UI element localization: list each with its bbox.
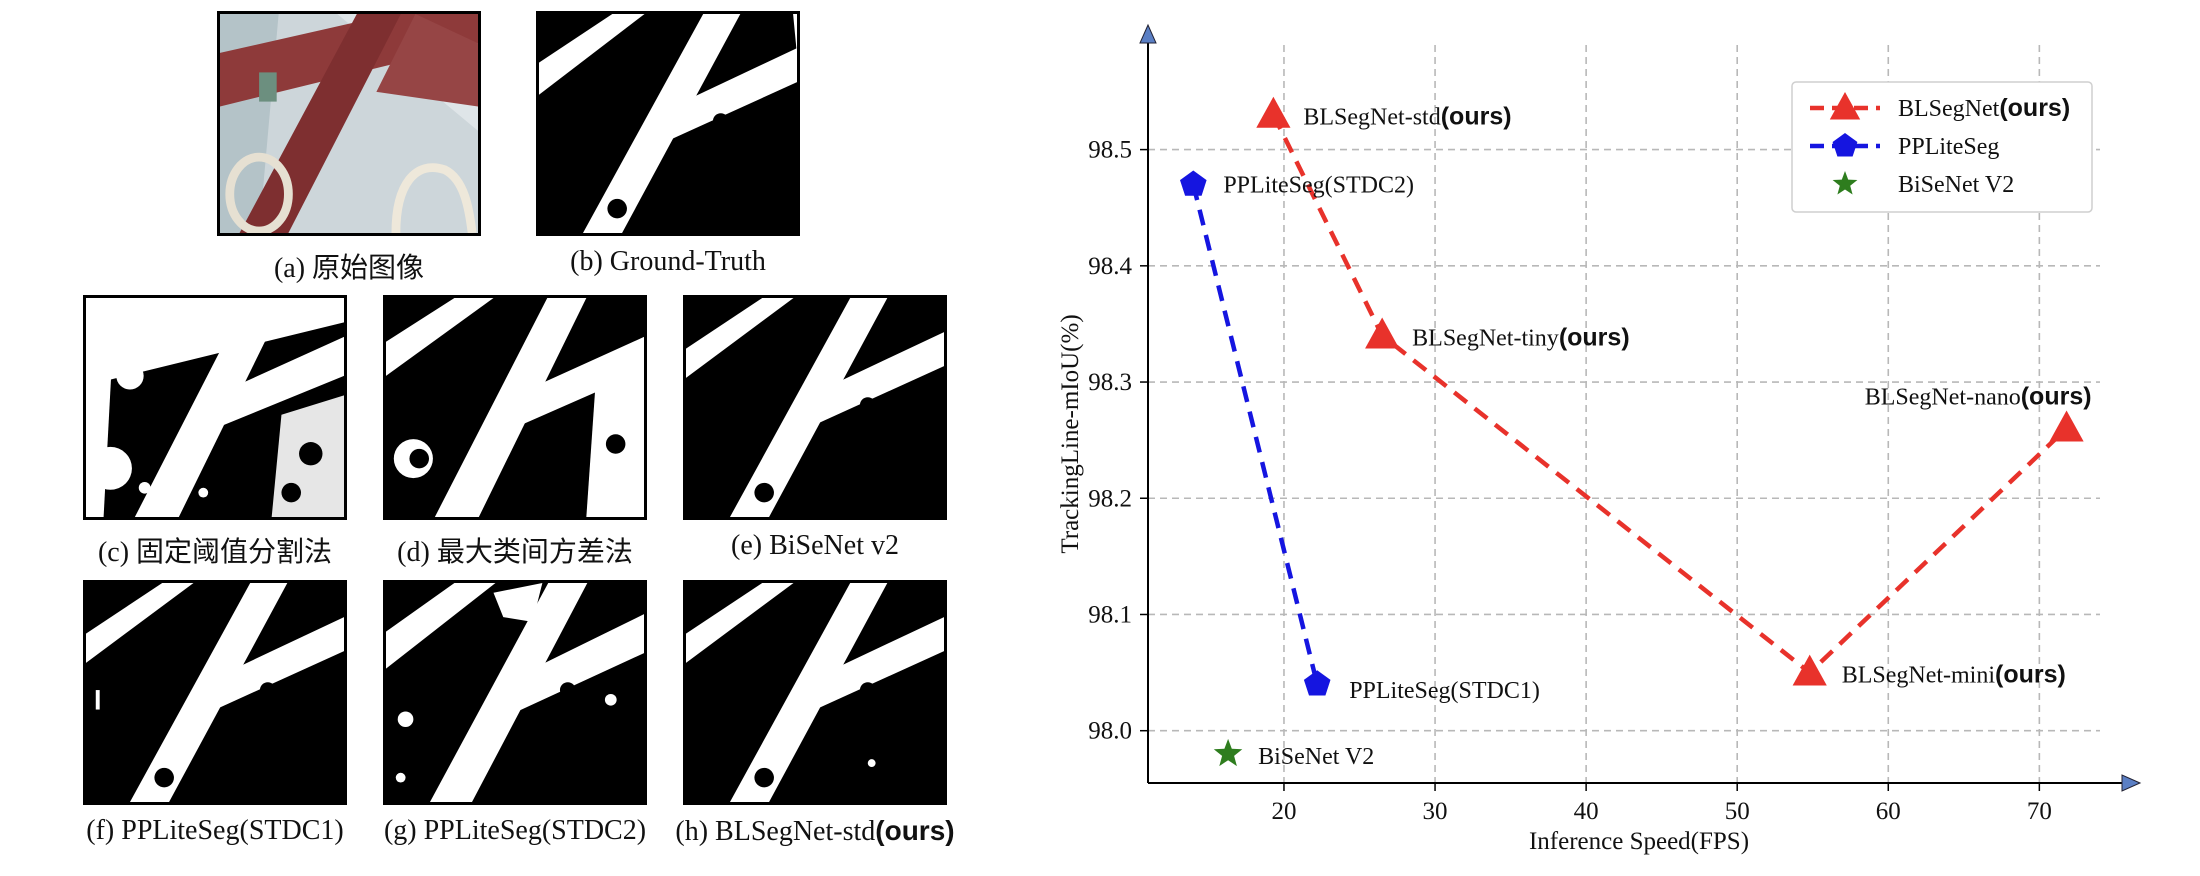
blsegnet-point-label: BLSegNet-mini(ours) xyxy=(1842,661,2066,689)
x-tick-label: 60 xyxy=(1876,798,1901,825)
caption-d: (d) 最大类间方差法 xyxy=(397,537,633,568)
axes: 20 30 40 50 60 70 98.0 98.1 98.2 98.3 98.4 98.5 Infe… xyxy=(1057,23,2142,855)
data-points xyxy=(1180,96,2084,767)
y-axis-label: TrackingLine-mIoU(%) xyxy=(1057,314,1084,553)
caption-f: (f) PPLiteSeg(STDC1) xyxy=(86,815,344,846)
ppliteseg-point xyxy=(1180,170,1207,196)
y-tick-label: 98.2 xyxy=(1088,485,1132,512)
y-axis-arrow xyxy=(1139,23,1157,44)
y-tick-label: 98.3 xyxy=(1088,369,1132,396)
caption-a: (a) 原始图像 xyxy=(273,253,425,284)
caption-g: (g) PPLiteSeg(STDC2) xyxy=(383,815,647,846)
original-image xyxy=(217,11,481,236)
x-tick-label: 50 xyxy=(1725,798,1750,825)
point-label-text: BiSeNet V2 xyxy=(1258,744,1374,770)
blsegnet-point xyxy=(1792,654,1827,686)
blsegnet-line xyxy=(1271,113,2069,676)
ppliteseg-stdc1-mask xyxy=(83,580,347,805)
bisenet-v2-point-label: BiSeNet V2 xyxy=(1258,744,1374,770)
blsegnet-point-label: BLSegNet-tiny(ours) xyxy=(1412,324,1629,352)
blsegnet-point-label: BLSegNet-std(ours) xyxy=(1303,103,1511,131)
legend-box xyxy=(1791,81,2093,213)
x-tick-label: 40 xyxy=(1574,798,1599,825)
ppliteseg-point-label: PPLiteSeg(STDC1) xyxy=(1349,678,1540,704)
caption-h-bold: (ours) xyxy=(875,815,955,846)
y-tick-label: 98.1 xyxy=(1088,601,1132,628)
point-label-text: PPLiteSeg(STDC1) xyxy=(1349,678,1540,704)
bisenet-v2-mask xyxy=(683,295,947,520)
point-label-bold: (ours) xyxy=(2021,383,2092,411)
blsegnet-point xyxy=(2049,410,2084,442)
ppliteseg-point-label: PPLiteSeg(STDC2) xyxy=(1223,172,1414,198)
legend-entry-text: PPLiteSeg xyxy=(1898,134,1999,160)
point-labels: BLSegNet-std(ours)BLSegNet-tiny(ours)BLS… xyxy=(1223,103,2091,770)
point-label-text: PPLiteSeg(STDC2) xyxy=(1223,172,1414,198)
point-label-text: BLSegNet-mini xyxy=(1842,663,1996,689)
x-tick-label: 70 xyxy=(2027,798,2052,825)
x-axis-label: Inference Speed(FPS) xyxy=(1529,828,1749,855)
caption-h-text: (h) BLSegNet-std xyxy=(675,816,876,847)
ppliteseg-line xyxy=(1191,183,1320,685)
y-tick-label: 98.0 xyxy=(1088,718,1132,745)
point-label-text: BLSegNet-std xyxy=(1303,105,1440,131)
legend-marker xyxy=(1832,171,1858,195)
blsegnet-point xyxy=(1365,317,1400,349)
legend-entry: BiSeNet V2 xyxy=(1898,172,2014,198)
blsegnet-point-label: BLSegNet-nano(ours) xyxy=(1865,383,2092,411)
caption-h: (h) BLSegNet-std(ours) xyxy=(660,815,970,848)
fixed-threshold-mask xyxy=(83,295,347,520)
bisenet-v2-point xyxy=(1213,738,1243,767)
blsegnet-std-mask xyxy=(683,580,947,805)
legend-marker xyxy=(1829,92,1861,120)
point-label-text: BLSegNet-tiny xyxy=(1412,326,1559,352)
series-lines xyxy=(1191,113,2069,685)
x-tick-label: 20 xyxy=(1271,798,1296,825)
legend-entry: PPLiteSeg xyxy=(1898,134,1999,160)
fps-vs-miou-chart: 20 30 40 50 60 70 98.0 98.1 98.2 98.3 98.4 98.5 Infe… xyxy=(1057,23,2142,855)
legend-marker xyxy=(1832,133,1858,157)
caption-e: (e) BiSeNet v2 xyxy=(731,530,899,561)
legend-entry: BLSegNet(ours) xyxy=(1898,94,2070,122)
x-tick-label: 30 xyxy=(1423,798,1448,825)
legend-entry-text: BLSegNet xyxy=(1898,96,2000,122)
point-label-bold: (ours) xyxy=(1559,324,1630,352)
point-label-bold: (ours) xyxy=(1995,661,2066,689)
caption-b: (b) Ground-Truth xyxy=(570,246,766,277)
legend-entry-text: BiSeNet V2 xyxy=(1898,172,2014,198)
point-label-bold: (ours) xyxy=(1441,103,1512,131)
legend-entry-bold: (ours) xyxy=(1999,94,2070,122)
y-tick-label: 98.5 xyxy=(1088,137,1132,164)
ground-truth-mask xyxy=(536,11,800,236)
blsegnet-point xyxy=(1256,96,1291,128)
x-axis-arrow xyxy=(2121,774,2142,792)
ppliteseg-point xyxy=(1303,670,1331,696)
point-label-text: BLSegNet-nano xyxy=(1865,385,2021,411)
caption-c: (c) 固定阈值分割法 xyxy=(97,537,333,568)
y-tick-label: 98.4 xyxy=(1088,253,1132,280)
ppliteseg-stdc2-mask xyxy=(383,580,647,805)
otsu-mask xyxy=(383,295,647,520)
